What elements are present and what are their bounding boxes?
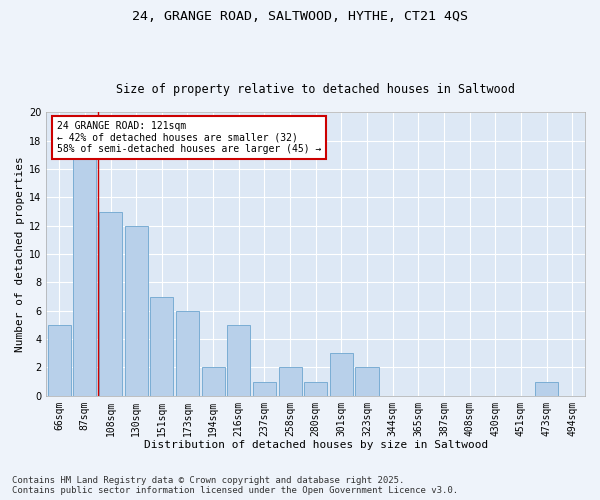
Text: Contains HM Land Registry data © Crown copyright and database right 2025.
Contai: Contains HM Land Registry data © Crown c… — [12, 476, 458, 495]
Bar — [150, 296, 173, 396]
Bar — [253, 382, 276, 396]
Bar — [202, 368, 224, 396]
Bar — [99, 212, 122, 396]
Bar — [278, 368, 302, 396]
Bar — [535, 382, 558, 396]
Title: Size of property relative to detached houses in Saltwood: Size of property relative to detached ho… — [116, 83, 515, 96]
X-axis label: Distribution of detached houses by size in Saltwood: Distribution of detached houses by size … — [143, 440, 488, 450]
Bar — [227, 325, 250, 396]
Bar — [47, 325, 71, 396]
Bar — [73, 155, 97, 396]
Bar — [330, 353, 353, 396]
Bar — [304, 382, 327, 396]
Bar — [176, 310, 199, 396]
Y-axis label: Number of detached properties: Number of detached properties — [15, 156, 25, 352]
Text: 24 GRANGE ROAD: 121sqm
← 42% of detached houses are smaller (32)
58% of semi-det: 24 GRANGE ROAD: 121sqm ← 42% of detached… — [57, 121, 322, 154]
Bar — [125, 226, 148, 396]
Bar — [355, 368, 379, 396]
Text: 24, GRANGE ROAD, SALTWOOD, HYTHE, CT21 4QS: 24, GRANGE ROAD, SALTWOOD, HYTHE, CT21 4… — [132, 10, 468, 23]
